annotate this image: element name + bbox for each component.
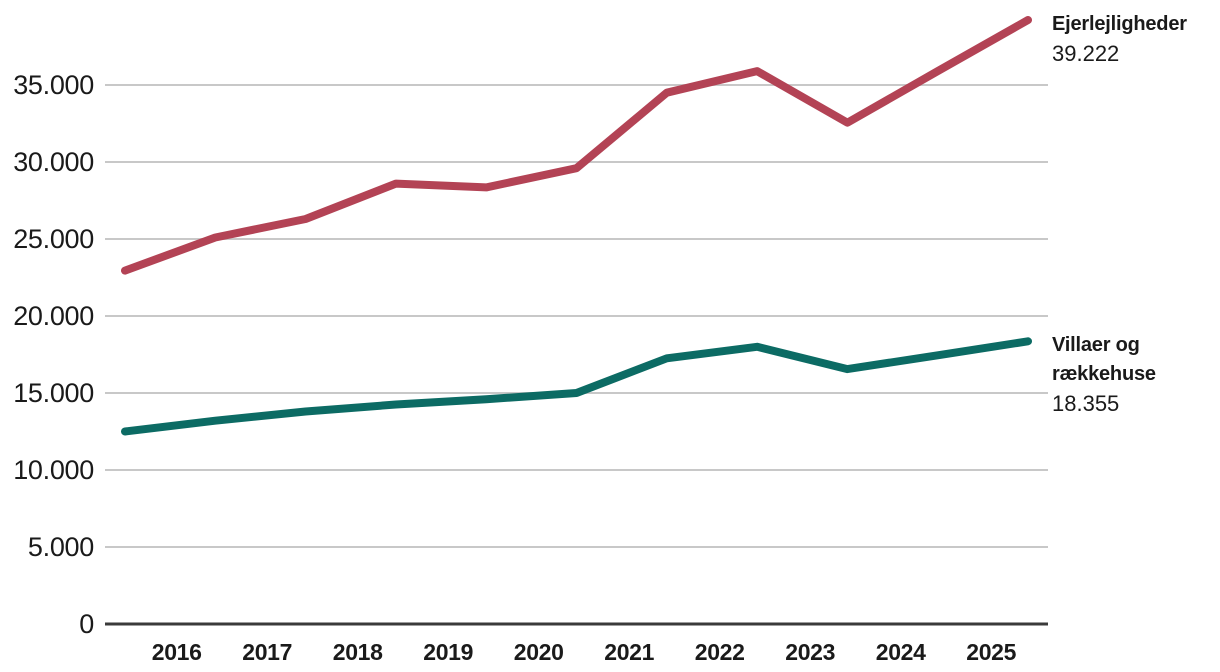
y-tick-label: 5.000 (28, 532, 94, 562)
series-name-villaer-line2: rækkehuse (1052, 363, 1156, 385)
series-name-ejerlejligheder: Ejerlejligheder (1052, 13, 1187, 35)
series-label-villaer-og-raekkehuse: Villaer og rækkehuse 18.355 (1052, 331, 1156, 418)
series-value-ejerlejligheder: 39.222 (1052, 41, 1120, 66)
x-tick-label: 2024 (876, 639, 926, 665)
x-tick-label: 2020 (514, 639, 564, 665)
y-tick-label: 30.000 (13, 147, 94, 177)
series-label-ejerlejligheder: Ejerlejligheder 39.222 (1052, 10, 1187, 68)
series-line-villaer-og-r-kkehuse (121, 337, 1032, 436)
x-tick-label: 2022 (695, 639, 745, 665)
series-name-villaer-line1: Villaer og (1052, 334, 1140, 356)
y-tick-label: 10.000 (13, 455, 94, 485)
series-value-villaer: 18.355 (1052, 391, 1120, 416)
series-line-ejerlejligheder (121, 16, 1032, 275)
y-tick-label: 15.000 (13, 378, 94, 408)
x-tick-label: 2017 (242, 639, 292, 665)
x-tick-label: 2016 (152, 639, 202, 665)
x-tick-label: 2019 (423, 639, 473, 665)
x-tick-label: 2023 (785, 639, 835, 665)
x-tick-label: 2018 (333, 639, 383, 665)
y-tick-label: 35.000 (13, 70, 94, 100)
y-tick-label: 25.000 (13, 224, 94, 254)
x-tick-label: 2021 (604, 639, 654, 665)
y-tick-label: 0 (79, 609, 94, 639)
y-tick-label: 20.000 (13, 301, 94, 331)
x-tick-label: 2025 (966, 639, 1016, 665)
